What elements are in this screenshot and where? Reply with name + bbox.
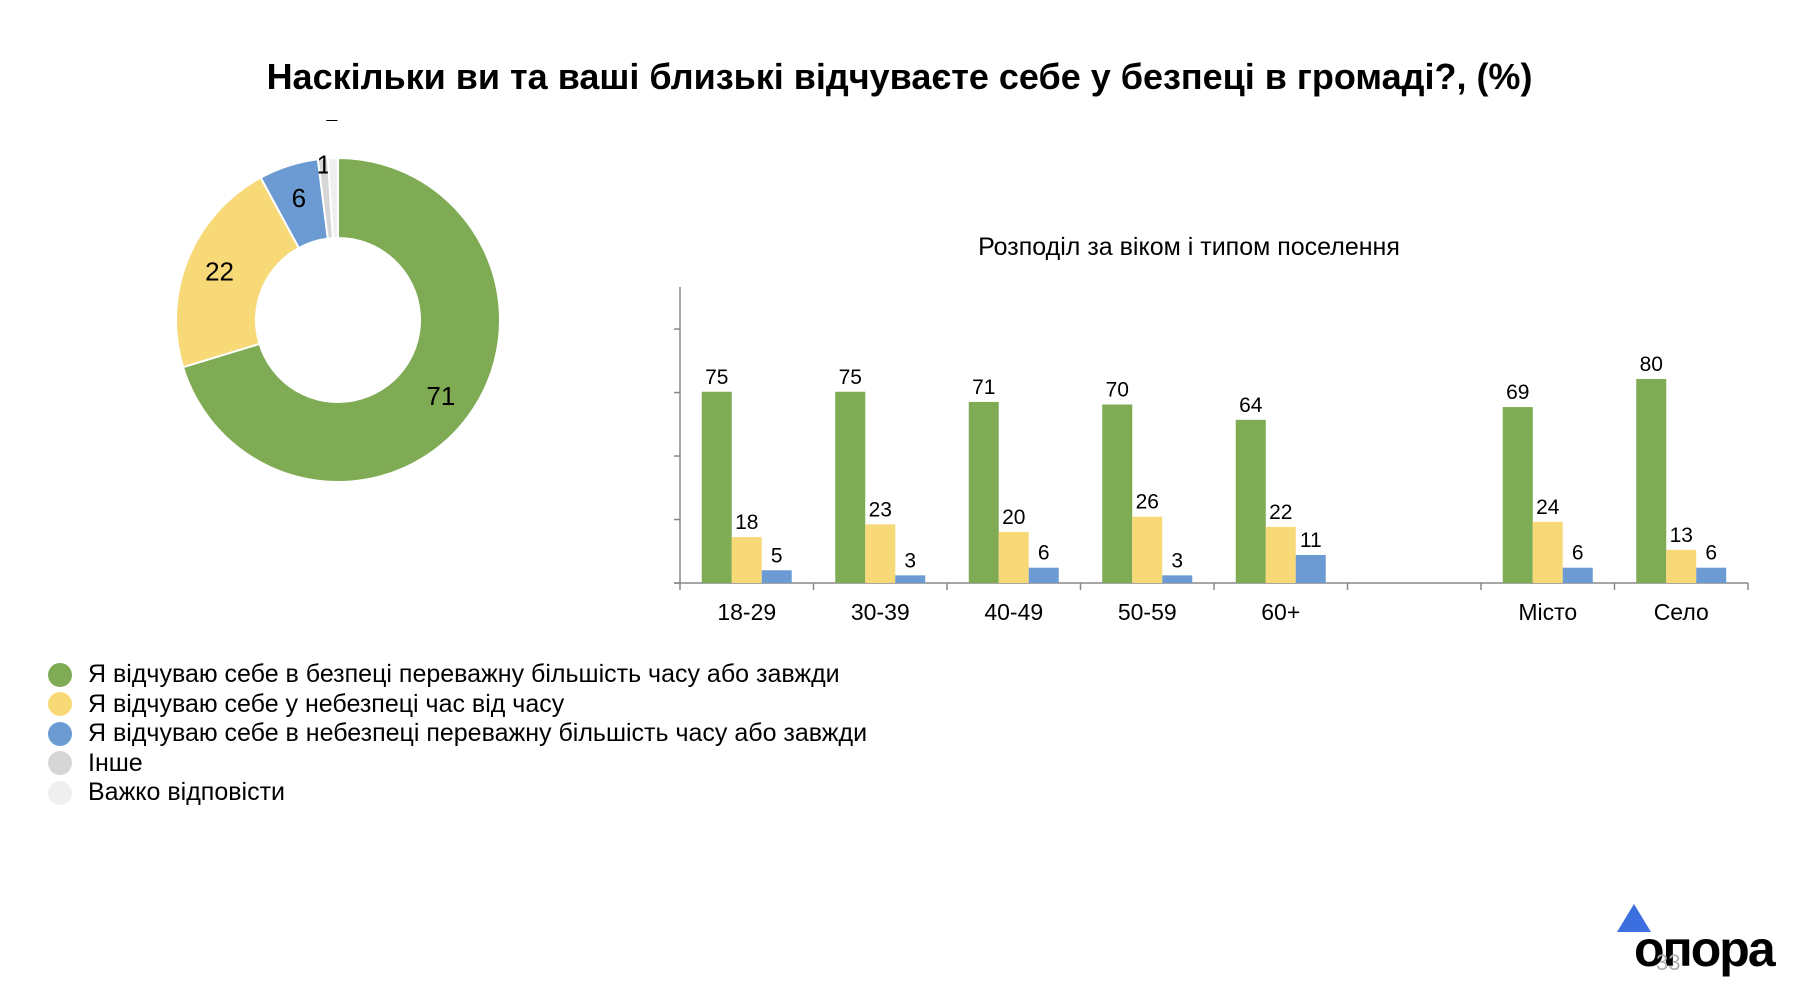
bar-chart: Розподіл за віком і типом поселення 18-29… bbox=[674, 233, 1749, 625]
bar-unsafe bbox=[1162, 575, 1193, 583]
legend-label-hard: Важко відповісти bbox=[88, 778, 285, 807]
donut-label-safe: 71 bbox=[426, 381, 455, 411]
bar-value-label: 13 bbox=[1670, 524, 1693, 547]
bar-unsafe bbox=[761, 570, 792, 583]
bar-safe bbox=[1502, 407, 1533, 583]
bar-value-label: 22 bbox=[1269, 501, 1292, 524]
bar-sometimes bbox=[731, 537, 762, 583]
bar-sometimes bbox=[1132, 516, 1163, 583]
bar-safe bbox=[1102, 404, 1133, 583]
bar-value-label: 23 bbox=[869, 498, 892, 521]
donut-label-unsafe: 6 bbox=[292, 183, 306, 213]
legend-item-sometimes: Я відчуваю себе у небезпеці час від часу bbox=[48, 690, 867, 720]
legend-item-safe: Я відчуваю себе в безпеці переважну біль… bbox=[48, 660, 867, 690]
page-title: Наскільки ви та ваші близькі відчуваєте … bbox=[266, 56, 1533, 97]
x-tick-label: 30-39 bbox=[851, 599, 910, 625]
legend-item-other: Інше bbox=[48, 749, 867, 779]
bar-safe bbox=[1235, 419, 1266, 583]
bar-value-label: 26 bbox=[1136, 491, 1159, 514]
legend-label-other: Інше bbox=[88, 748, 143, 777]
donut-label-sometimes: 22 bbox=[205, 256, 234, 286]
x-tick-label: Село bbox=[1654, 599, 1709, 625]
page-number: 33 bbox=[1656, 950, 1681, 975]
legend-dot-unsafe bbox=[48, 721, 72, 746]
bar-safe bbox=[701, 391, 732, 583]
bar-value-label: 64 bbox=[1239, 394, 1263, 417]
bar-unsafe bbox=[1028, 567, 1059, 583]
bar-unsafe bbox=[1696, 567, 1727, 583]
bar-value-label: 71 bbox=[972, 376, 995, 399]
bar-value-label: 6 bbox=[1705, 542, 1717, 565]
bar-value-label: 70 bbox=[1106, 379, 1129, 402]
bar-safe bbox=[968, 401, 999, 583]
bar-value-label: 6 bbox=[1572, 542, 1584, 565]
donut-label-hard: 1 bbox=[324, 120, 338, 127]
bar-value-label: 75 bbox=[839, 366, 862, 389]
bar-unsafe bbox=[1562, 567, 1593, 583]
bar-chart-title: Розподіл за віком і типом поселення bbox=[978, 233, 1400, 261]
x-tick-label: 40-49 bbox=[984, 599, 1043, 625]
legend-dot-safe bbox=[48, 662, 72, 687]
bar-value-label: 3 bbox=[904, 549, 916, 572]
bar-value-label: 11 bbox=[1300, 529, 1322, 552]
legend-label-safe: Я відчуваю себе в безпеці переважну біль… bbox=[88, 660, 840, 689]
bar-value-label: 3 bbox=[1171, 549, 1183, 572]
bar-value-label: 69 bbox=[1506, 381, 1529, 404]
legend-dot-sometimes bbox=[48, 692, 72, 717]
x-tick-label: 60+ bbox=[1261, 599, 1300, 625]
bar-safe bbox=[835, 391, 866, 583]
donut-chart: 7122611 bbox=[175, 120, 501, 483]
legend-dot-other bbox=[48, 751, 72, 776]
legend-label-unsafe: Я відчуваю себе в небезпеці переважну бі… bbox=[88, 719, 868, 748]
logo: опора bbox=[1634, 921, 1776, 977]
bar-sometimes bbox=[998, 532, 1029, 583]
legend-item-hard: Важко відповісти bbox=[48, 778, 867, 808]
bar-value-label: 5 bbox=[771, 544, 783, 567]
bar-value-label: 75 bbox=[705, 366, 728, 389]
donut-label-other: 1 bbox=[317, 150, 331, 180]
bar-sometimes bbox=[1265, 526, 1296, 583]
bar-value-label: 6 bbox=[1038, 542, 1050, 565]
x-tick-label: 50-59 bbox=[1118, 599, 1177, 625]
bar-value-label: 18 bbox=[735, 511, 758, 534]
bar-sometimes bbox=[1532, 521, 1563, 583]
x-tick-label: Місто bbox=[1518, 599, 1577, 625]
bar-value-label: 80 bbox=[1640, 353, 1663, 376]
bar-safe bbox=[1636, 379, 1667, 583]
bar-unsafe bbox=[1295, 554, 1326, 583]
legend: Я відчуваю себе в безпеці переважну біль… bbox=[48, 660, 867, 808]
bar-sometimes bbox=[1666, 549, 1697, 583]
x-tick-label: 18-29 bbox=[717, 599, 776, 625]
bar-value-label: 24 bbox=[1536, 496, 1560, 519]
bar-sometimes bbox=[865, 524, 896, 583]
logo-triangle-icon bbox=[1617, 904, 1651, 932]
legend-label-sometimes: Я відчуваю себе у небезпеці час від часу bbox=[88, 689, 565, 718]
bar-value-label: 20 bbox=[1002, 506, 1025, 529]
donut-slice-sometimes bbox=[175, 176, 301, 369]
donut-slice-hard bbox=[326, 156, 339, 240]
legend-dot-hard bbox=[48, 780, 72, 805]
donut-slice-safe bbox=[181, 156, 501, 483]
legend-item-unsafe: Я відчуваю себе в небезпеці переважну бі… bbox=[48, 719, 867, 749]
bar-unsafe bbox=[895, 575, 926, 583]
